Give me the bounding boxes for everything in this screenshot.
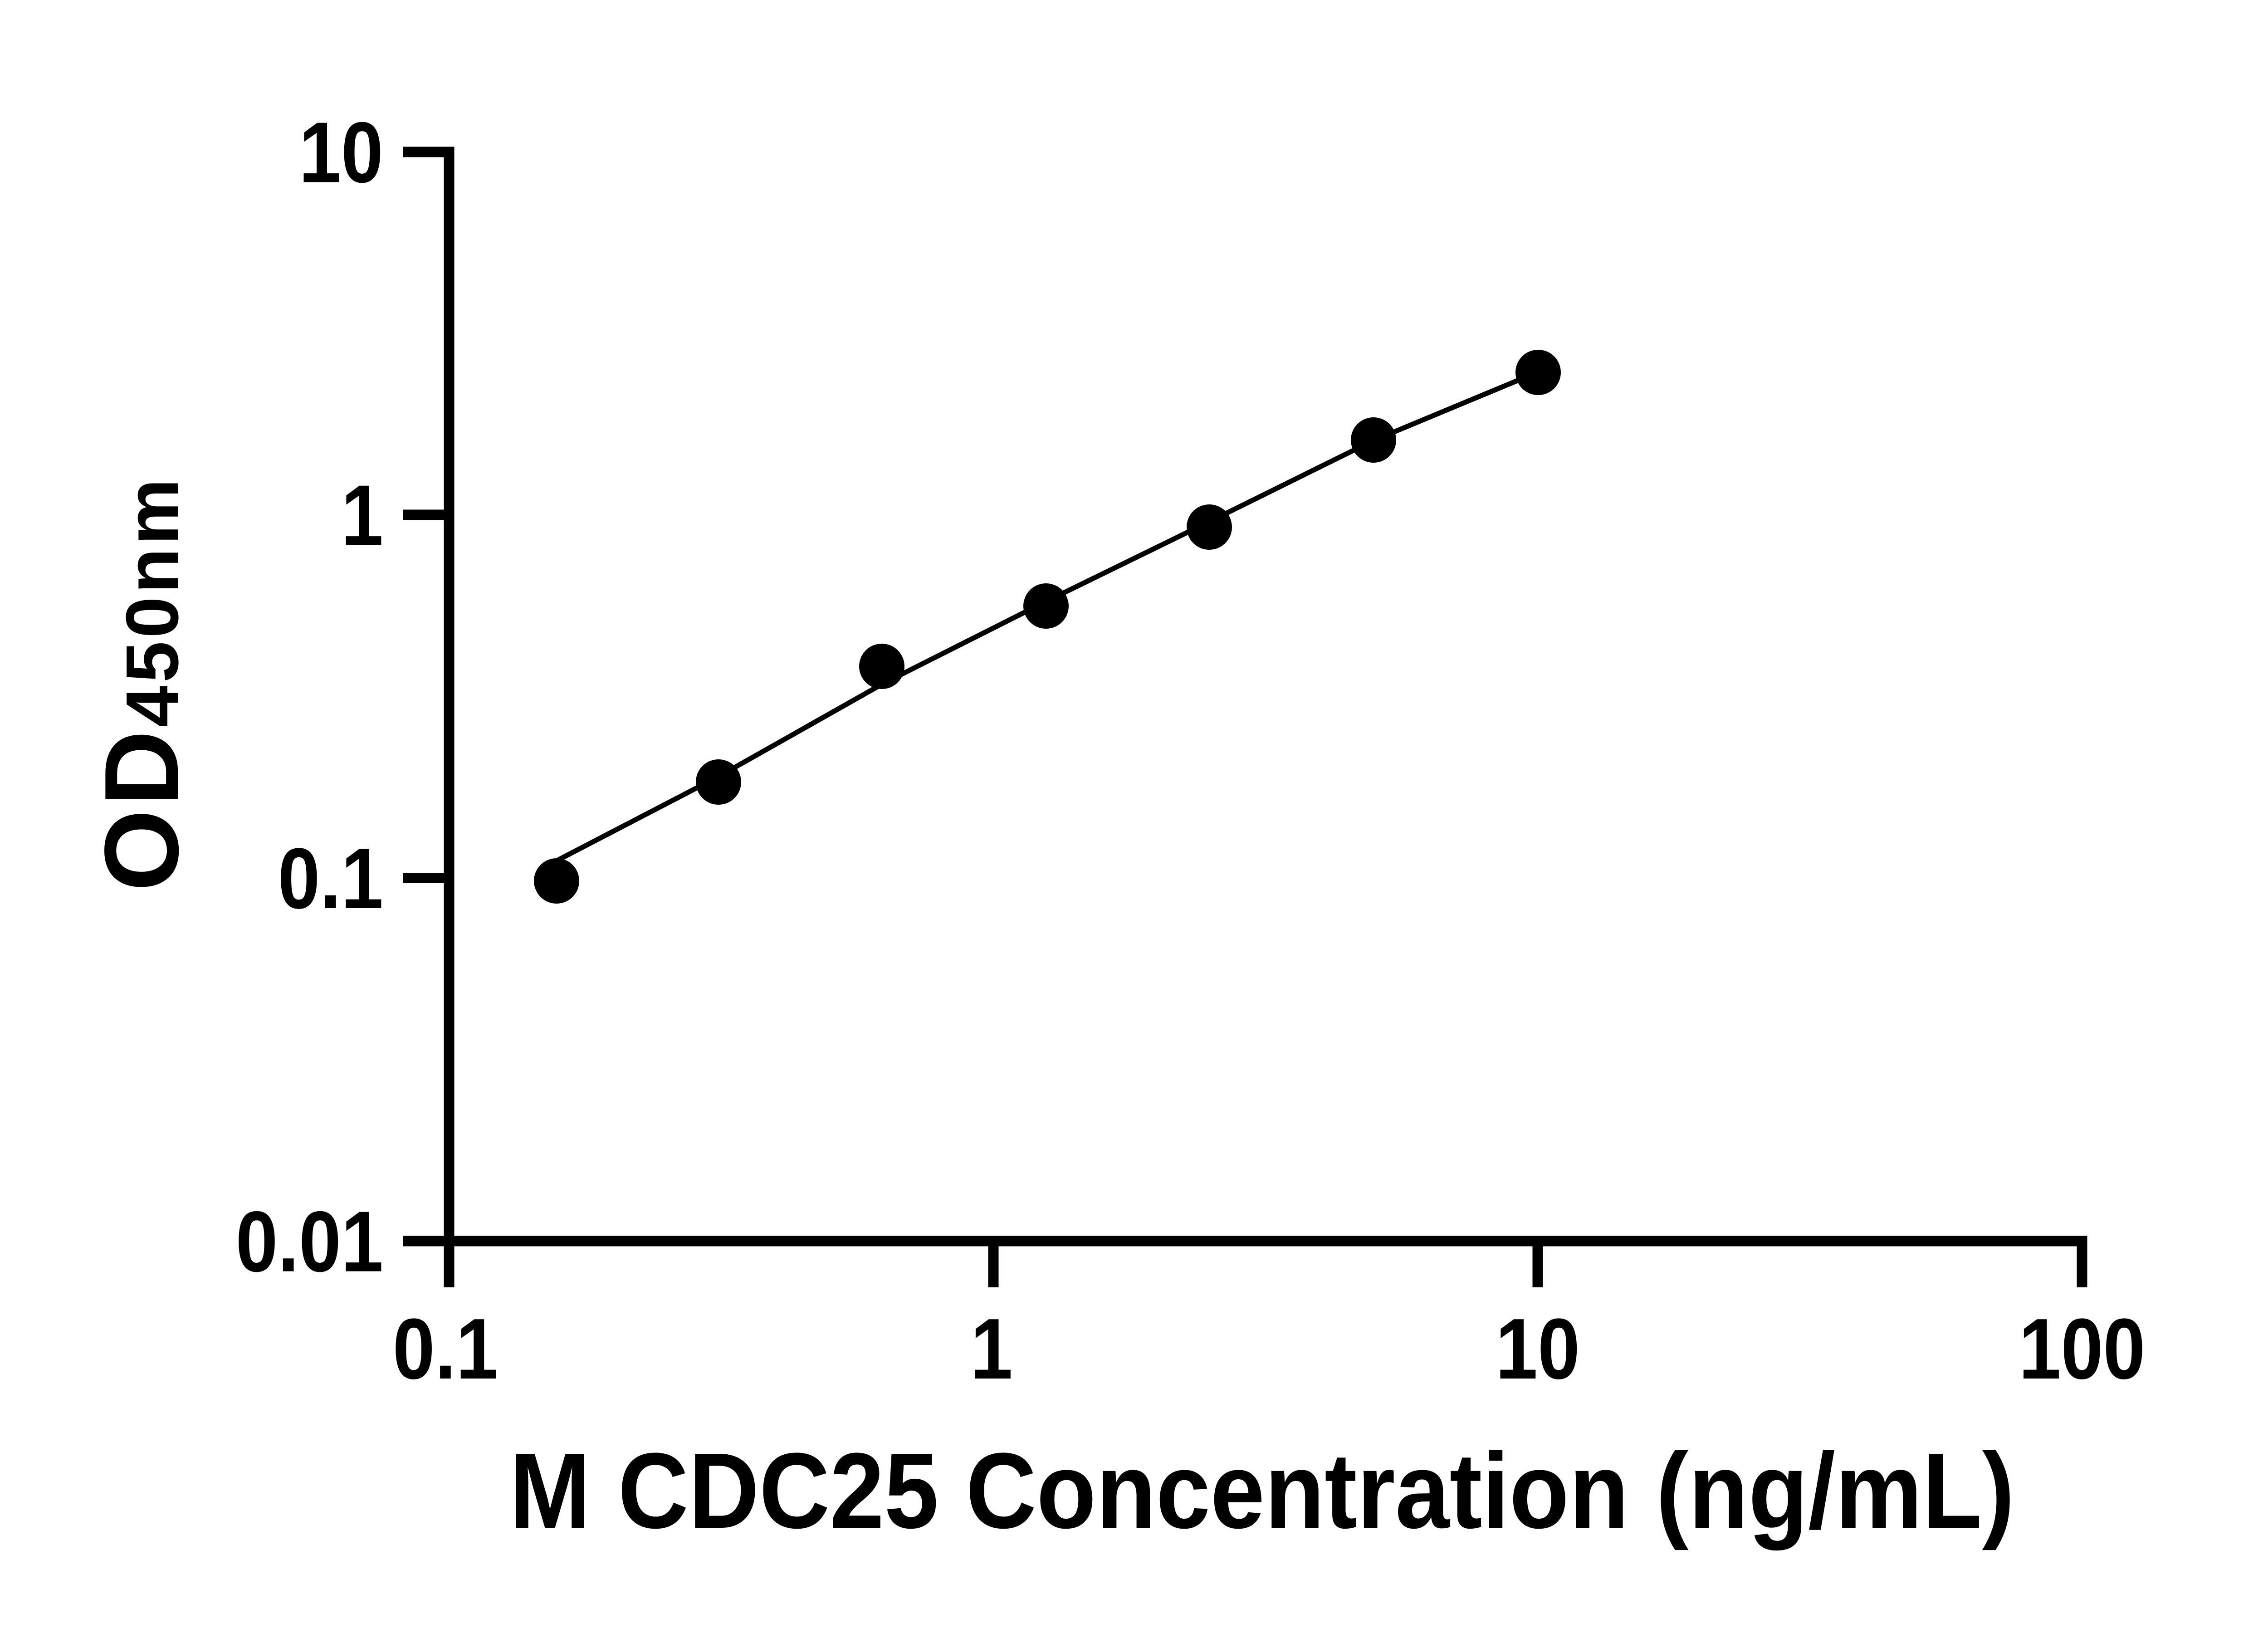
svg-text:1: 1 xyxy=(971,1301,1013,1397)
svg-text:0.1: 0.1 xyxy=(393,1301,498,1397)
svg-text:0.1: 0.1 xyxy=(278,830,383,926)
svg-text:100: 100 xyxy=(2019,1301,2146,1397)
svg-text:1: 1 xyxy=(341,467,383,563)
svg-text:0.01: 0.01 xyxy=(236,1193,383,1290)
svg-text:10: 10 xyxy=(1496,1301,1580,1397)
svg-text:M CDC25 Concentration (ng/mL): M CDC25 Concentration (ng/mL) xyxy=(509,1431,2015,1551)
svg-text:10: 10 xyxy=(299,104,383,200)
